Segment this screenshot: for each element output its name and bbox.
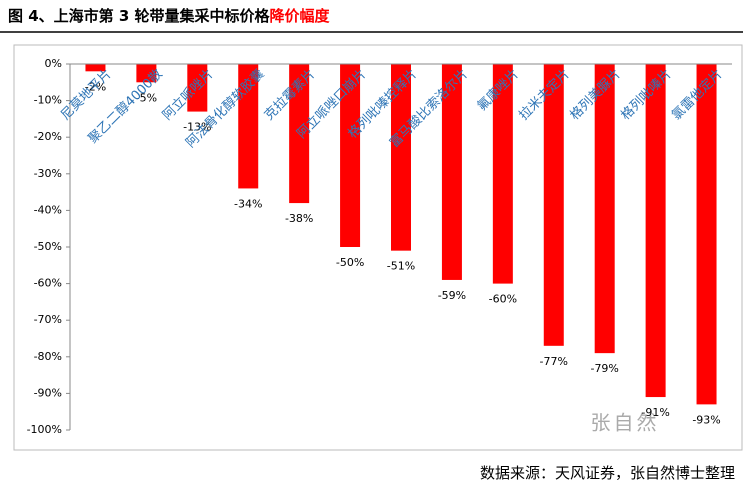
value-label: -38% [285, 212, 313, 225]
bar [289, 64, 310, 204]
bar [492, 64, 513, 284]
y-tick-label: -20% [34, 130, 62, 143]
y-tick-label: -100% [27, 423, 62, 436]
title-highlight: 降价幅度 [270, 7, 331, 25]
bar [391, 64, 411, 251]
bar [543, 64, 564, 346]
y-tick-label: -90% [34, 386, 62, 399]
value-label: -50% [336, 256, 364, 269]
value-label: -2% [85, 80, 106, 93]
value-label: -93% [692, 413, 720, 426]
value-label: -51% [387, 260, 415, 273]
title-text: 图 4、上海市第 3 轮带量集采中标价格 [8, 7, 271, 25]
bar [645, 64, 666, 398]
source-note: 数据来源：天风证券，张自然博士整理 [480, 464, 735, 482]
y-tick-label: -80% [34, 350, 62, 363]
value-label: -5% [136, 91, 157, 104]
y-tick-label: -60% [34, 277, 62, 290]
y-tick-label: -70% [34, 313, 62, 326]
bar [238, 64, 259, 189]
value-label: -79% [590, 362, 618, 375]
y-tick-label: -40% [34, 203, 62, 216]
chart-frame [13, 44, 743, 451]
watermark: 张自然 [591, 411, 660, 435]
bar [85, 64, 106, 72]
bar [136, 64, 157, 83]
bar [441, 64, 462, 280]
value-label: -13% [183, 121, 211, 134]
bar [187, 64, 208, 112]
value-label: -91% [641, 406, 669, 419]
y-tick-label: -50% [34, 240, 62, 253]
chart-title: 图 4、上海市第 3 轮带量集采中标价格降价幅度 [8, 7, 331, 25]
value-label: -59% [438, 289, 466, 302]
y-tick-label: -10% [34, 94, 62, 107]
value-label: -34% [234, 197, 262, 210]
y-tick-label: -30% [34, 167, 62, 180]
bar [696, 64, 717, 405]
bar [594, 64, 615, 354]
bar [340, 64, 361, 247]
y-tick-label: 0% [45, 57, 62, 70]
value-label: -77% [540, 355, 568, 368]
value-label: -60% [489, 293, 517, 306]
